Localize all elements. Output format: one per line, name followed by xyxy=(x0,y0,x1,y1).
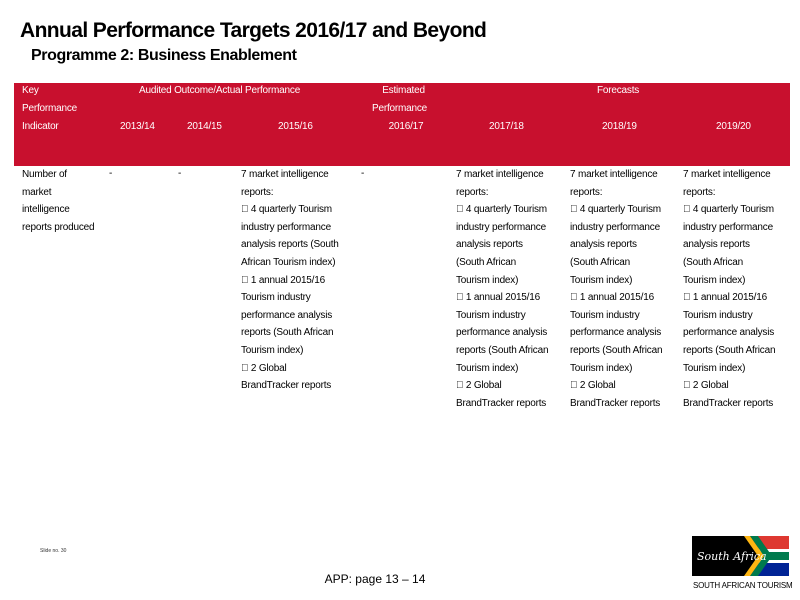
cell-line:  1 annual 2015/16 xyxy=(241,274,325,286)
logo-black-panel xyxy=(692,536,758,576)
cell-2018-19: 7 market intelligence reports:  4 quarter… xyxy=(570,166,663,412)
cell-2014-15: - xyxy=(178,168,182,179)
header-audited-group: Audited Outcome/Actual Performance xyxy=(139,85,301,96)
header-estimated: Estimated Performance 2016/17 xyxy=(372,82,427,136)
cell-line: analysis reports xyxy=(456,239,523,251)
cell-line: Tourism index) xyxy=(570,274,633,286)
header-year-2017-18: 2017/18 xyxy=(489,121,524,132)
header-year-2014-15: 2014/15 xyxy=(187,121,222,132)
page-title: Annual Performance Targets 2016/17 and B… xyxy=(20,19,487,42)
cell-line: performance analysis xyxy=(570,327,662,339)
flag-green-chevron xyxy=(750,536,772,576)
cell-line: reports produced xyxy=(22,221,95,233)
cell-line: market xyxy=(22,186,52,198)
cell-line: industry performance xyxy=(241,221,331,233)
cell-line: reports: xyxy=(456,186,489,198)
cell-line: reports (South African xyxy=(683,344,776,356)
cell-line: 7 market intelligence xyxy=(683,169,771,180)
cell-line:  4 quarterly Tourism xyxy=(456,204,547,216)
cell-line:  2 Global xyxy=(241,362,287,374)
header-year-2018-19: 2018/19 xyxy=(602,121,637,132)
header-key-indicator: Key Performance Indicator xyxy=(22,82,77,136)
cell-2013-14: - xyxy=(109,168,113,179)
cell-line: Number of xyxy=(22,169,67,180)
cell-line: reports: xyxy=(241,186,274,198)
cell-line: performance analysis xyxy=(456,327,548,339)
cell-line: reports (South African xyxy=(456,344,549,356)
header-estimated-year-line: 2016/17 xyxy=(388,121,424,132)
cell-line: 7 market intelligence xyxy=(570,169,658,180)
cell-line:  4 quarterly Tourism xyxy=(241,204,332,216)
footer-page-reference: APP: page 13 – 14 xyxy=(324,572,426,586)
cell-line: (South African xyxy=(456,256,517,268)
cell-line: performance analysis xyxy=(683,327,775,339)
cell-line: performance analysis xyxy=(241,309,333,321)
cell-line: Tourism index) xyxy=(241,344,304,356)
cell-line: reports (South African xyxy=(570,344,663,356)
cell-line: (South African xyxy=(570,256,631,268)
cell-line:  2 Global xyxy=(456,380,502,392)
cell-line: BrandTracker reports xyxy=(683,397,774,409)
cell-line: 7 market intelligence xyxy=(241,169,329,180)
cell-line: industry performance xyxy=(683,221,773,233)
cell-line:  1 annual 2015/16 xyxy=(456,292,540,304)
cell-line: African Tourism index) xyxy=(241,256,336,268)
south-african-tourism-logo: South Africa xyxy=(692,536,789,576)
cell-line: Tourism index) xyxy=(683,274,746,286)
cell-line: Tourism index) xyxy=(683,362,746,374)
cell-2017-18: 7 market intelligence reports:  4 quarter… xyxy=(456,166,549,412)
header-year-2019-20: 2019/20 xyxy=(716,121,751,132)
cell-line: analysis reports xyxy=(683,239,750,251)
cell-line: analysis reports (South xyxy=(241,239,339,251)
header-year-2013-14: 2013/14 xyxy=(120,121,155,132)
cell-line: Tourism index) xyxy=(570,362,633,374)
table-header-band xyxy=(14,83,790,166)
cell-line: intelligence xyxy=(22,204,70,216)
cell-line: reports (South African xyxy=(241,327,334,339)
cell-line: 7 market intelligence xyxy=(456,169,544,180)
cell-2019-20: 7 market intelligence reports:  4 quarter… xyxy=(683,166,776,412)
cell-line: analysis reports xyxy=(570,239,637,251)
cell-line:  4 quarterly Tourism xyxy=(683,204,774,216)
cell-line: Tourism industry xyxy=(241,292,311,304)
cell-line: BrandTracker reports xyxy=(570,397,661,409)
cell-line: BrandTracker reports xyxy=(241,380,332,392)
header-year-2015-16: 2015/16 xyxy=(278,121,313,132)
cell-line: industry performance xyxy=(570,221,660,233)
cell-line:  2 Global xyxy=(683,380,729,392)
cell-line: reports: xyxy=(683,186,716,198)
cell-line:  4 quarterly Tourism xyxy=(570,204,661,216)
cell-line: Tourism industry xyxy=(683,309,753,321)
cell-line: Tourism index) xyxy=(456,362,519,374)
cell-line: reports: xyxy=(570,186,603,198)
flag-blue-band xyxy=(758,563,789,576)
flag-yellow-chevron xyxy=(744,536,764,576)
cell-line: Tourism industry xyxy=(570,309,640,321)
flag-red-band xyxy=(758,536,789,549)
cell-line:  1 annual 2015/16 xyxy=(683,292,767,304)
logo-caption: SOUTH AFRICAN TOURISM xyxy=(693,581,793,590)
cell-estimated-2016-17: - xyxy=(361,168,365,179)
cell-line:  1 annual 2015/16 xyxy=(570,292,654,304)
header-performance-estimated-line: Performance xyxy=(372,103,428,114)
cell-line:  2 Global xyxy=(570,380,616,392)
header-estimated-line: Estimated xyxy=(382,85,425,96)
cell-2015-16: 7 market intelligence reports:  4 quarter… xyxy=(241,166,339,395)
header-forecasts-group: Forecasts xyxy=(597,85,640,96)
header-indicator-line: Indicator xyxy=(22,121,59,132)
page-subtitle: Programme 2: Business Enablement xyxy=(31,47,297,64)
cell-line: industry performance xyxy=(456,221,546,233)
cell-line: (South African xyxy=(683,256,744,268)
logo-wordmark: South Africa xyxy=(697,550,767,563)
cell-line: Tourism index) xyxy=(456,274,519,286)
header-performance-line: Performance xyxy=(22,103,78,114)
cell-indicator: Number of market intelligence reports pr… xyxy=(22,166,95,236)
cell-line: Tourism industry xyxy=(456,309,526,321)
cell-line: BrandTracker reports xyxy=(456,397,547,409)
header-key-line: Key xyxy=(22,85,39,96)
slide-number: Slide no. 30 xyxy=(40,548,67,554)
